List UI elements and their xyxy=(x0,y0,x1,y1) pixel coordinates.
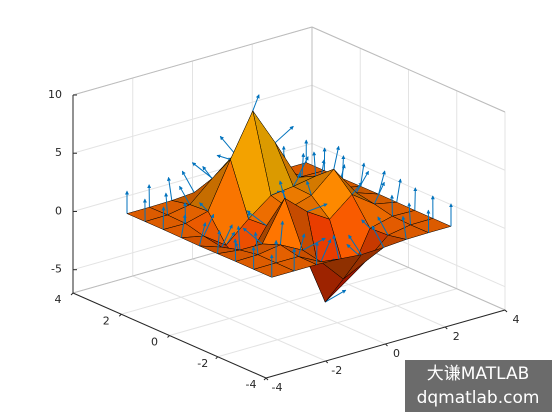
y-tick-label: -4 xyxy=(246,378,257,391)
surface-normal xyxy=(377,216,389,236)
grid-line xyxy=(311,84,506,171)
tick-mark xyxy=(167,335,170,338)
surface-normal xyxy=(297,233,306,257)
axis-line xyxy=(311,26,506,113)
surface-normal xyxy=(198,222,207,247)
surface-normal xyxy=(183,202,188,224)
surface-layer xyxy=(125,94,453,303)
x-tick-label: 4 xyxy=(513,313,520,326)
grid-line xyxy=(169,267,409,336)
surface-normal xyxy=(221,224,233,248)
surface-normal xyxy=(333,145,340,170)
z-tick-label: -5 xyxy=(51,263,62,276)
surface-normal xyxy=(351,182,363,195)
grid-line xyxy=(217,288,457,358)
surface-normal xyxy=(216,230,222,254)
surface-normal xyxy=(305,180,312,196)
y-tick-label: 0 xyxy=(151,336,158,349)
tick-mark xyxy=(215,356,219,360)
surface-normal xyxy=(413,187,418,211)
surface-normal xyxy=(199,202,209,212)
tick-mark xyxy=(444,326,448,330)
surface-normal xyxy=(180,214,187,238)
x-tick-label: -2 xyxy=(331,364,342,377)
surface-normal xyxy=(181,170,195,193)
axes-front: -4 -2 0 2 4 -4 -2 0 2 4 -5 0 5 10 xyxy=(48,88,520,394)
grid-line xyxy=(72,84,313,154)
axis-line xyxy=(72,26,313,96)
surface-normal xyxy=(407,202,412,225)
watermark-text: 大谦MATLAB xyxy=(427,364,530,384)
surface-normal xyxy=(371,225,385,248)
surface-normal xyxy=(216,154,231,160)
surface-normal xyxy=(341,155,346,179)
surface-normal xyxy=(306,203,328,213)
surface-normal xyxy=(225,231,236,246)
surface-normal xyxy=(292,172,302,187)
x-tick-label: 2 xyxy=(453,330,460,343)
surface-normal xyxy=(242,227,263,245)
tick-mark xyxy=(504,309,508,313)
surface-normal xyxy=(164,192,169,215)
surface-normal xyxy=(361,219,371,229)
surface-normal xyxy=(279,220,285,245)
surface-normal xyxy=(312,151,317,177)
surface-normal xyxy=(373,181,385,205)
watermark-box xyxy=(405,360,552,412)
surface-normal xyxy=(401,215,407,240)
x-tick-label: 0 xyxy=(393,347,400,360)
surface-normal xyxy=(219,135,236,154)
surface-normal xyxy=(278,180,286,199)
surface-normal xyxy=(332,234,340,260)
z-tick-label: 5 xyxy=(55,146,62,159)
tick-mark xyxy=(325,360,329,364)
tick-mark xyxy=(385,343,388,347)
surface-normal xyxy=(179,185,191,205)
z-tick-label: 0 xyxy=(55,204,62,217)
surface-normal xyxy=(253,231,259,255)
surface-normal xyxy=(320,238,332,262)
surface-normal xyxy=(302,237,326,251)
surface-normal xyxy=(274,125,294,144)
watermark-text: dqmatlab.com xyxy=(417,388,540,408)
tick-mark xyxy=(263,377,267,381)
y-tick-label: 2 xyxy=(103,314,110,327)
y-tick-label: 4 xyxy=(55,293,62,306)
tick-mark xyxy=(70,292,74,296)
surface-normal xyxy=(348,234,362,255)
surface-patch xyxy=(252,262,295,278)
surface-normal xyxy=(324,289,347,303)
tick-mark xyxy=(118,313,122,317)
surface-normal xyxy=(166,176,173,201)
surface-normal xyxy=(301,152,306,177)
surface-normal xyxy=(252,94,260,112)
x-tick-label: -4 xyxy=(272,381,283,394)
y-tick-label: -2 xyxy=(197,357,208,370)
z-tick-label: 10 xyxy=(48,88,62,101)
surface-normal xyxy=(203,213,215,237)
surface-normal xyxy=(236,225,241,251)
surface-normal xyxy=(246,210,267,227)
surface-normal xyxy=(191,162,213,179)
surface-normal xyxy=(355,170,369,193)
surface-normal xyxy=(396,178,402,203)
